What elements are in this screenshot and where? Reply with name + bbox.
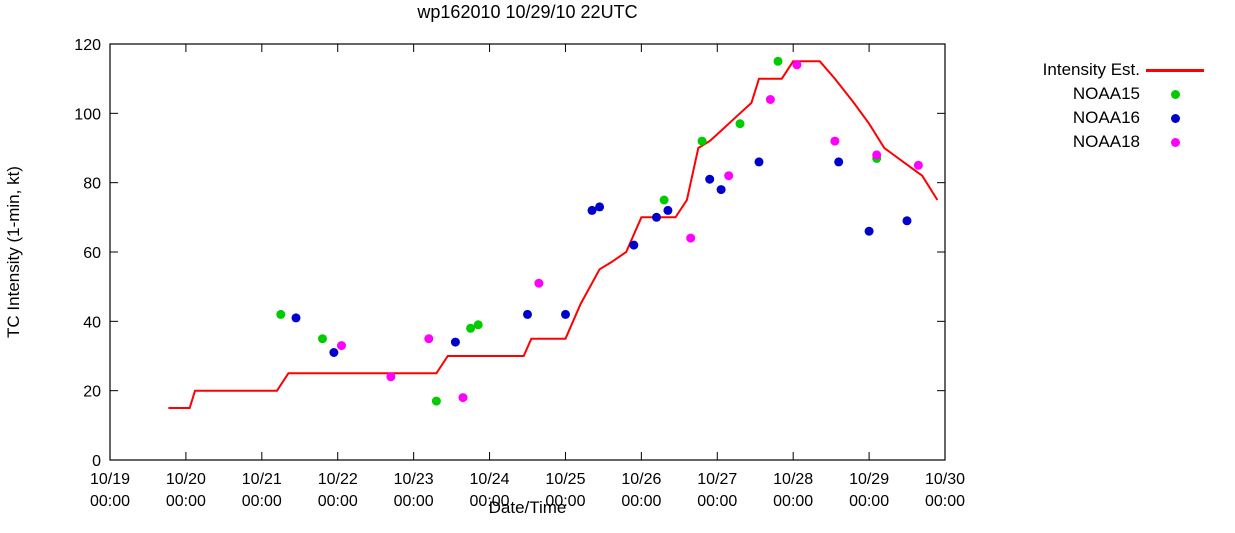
data-point-noaa16 — [705, 174, 715, 184]
legend-label: NOAA15 — [1072, 84, 1140, 103]
legend-entry-intensity-est: Intensity Est. — [985, 58, 1235, 82]
data-point-noaa15 — [659, 195, 669, 205]
legend-key-dot-sample — [1140, 82, 1210, 106]
data-point-noaa15 — [318, 334, 327, 344]
line-sample-icon — [1146, 68, 1204, 72]
x-tick-label-date: 10/24 — [470, 471, 510, 488]
data-point-noaa15 — [773, 56, 783, 66]
x-tick-label-time: 00:00 — [621, 493, 661, 510]
legend-label: NOAA16 — [1072, 108, 1140, 127]
data-point-noaa16 — [561, 309, 570, 319]
data-point-noaa16 — [450, 337, 460, 347]
y-tick-label: 20 — [83, 384, 101, 401]
x-tick-label-time: 00:00 — [849, 493, 889, 510]
data-point-noaa16 — [595, 202, 605, 212]
x-tick-label-date: 10/19 — [90, 471, 130, 488]
plot-frame — [109, 43, 946, 461]
dot-sample-icon — [1170, 89, 1180, 99]
series-line-intensity-est — [168, 60, 939, 409]
y-tick-label: 0 — [92, 453, 101, 470]
data-point-noaa15 — [697, 136, 707, 146]
data-point-noaa18 — [337, 341, 346, 351]
data-point-noaa16 — [523, 309, 532, 319]
y-tick-label: 40 — [83, 314, 101, 331]
x-tick-label-time: 00:00 — [697, 493, 737, 510]
data-point-noaa16 — [864, 226, 874, 236]
data-point-noaa16 — [652, 212, 661, 222]
data-point-noaa16 — [629, 240, 639, 250]
y-tick-label: 100 — [74, 106, 101, 123]
x-tick-label-date: 10/29 — [849, 471, 889, 488]
x-tick-label-time: 00:00 — [394, 493, 434, 510]
x-tick-label-date: 10/27 — [697, 471, 737, 488]
dot-sample-icon — [1170, 113, 1180, 123]
data-point-noaa18 — [386, 372, 396, 382]
x-tick-label-date: 10/28 — [773, 471, 813, 488]
data-point-noaa16 — [663, 205, 673, 215]
data-point-noaa16 — [329, 348, 339, 357]
data-point-noaa18 — [458, 393, 468, 403]
data-point-noaa16 — [587, 205, 597, 215]
data-point-noaa15 — [735, 119, 745, 129]
data-point-noaa18 — [872, 150, 882, 160]
data-point-noaa15 — [473, 320, 483, 330]
x-axis-label: Date/Time — [488, 498, 567, 517]
y-tick-label: 80 — [83, 176, 101, 193]
y-axis-label: TC Intensity (1-min, kt) — [4, 166, 23, 338]
x-tick-label-date: 10/21 — [242, 471, 282, 488]
dot-sample-icon — [1170, 137, 1180, 147]
data-point-noaa18 — [913, 160, 923, 170]
data-point-noaa18 — [830, 136, 840, 146]
legend: Intensity Est. NOAA15 NOAA16 NOAA18 — [985, 58, 1235, 154]
y-tick-label: 60 — [83, 245, 101, 262]
x-tick-label-time: 00:00 — [242, 493, 282, 510]
data-point-noaa16 — [291, 313, 301, 323]
x-tick-label-time: 00:00 — [90, 493, 130, 510]
x-tick-label-date: 10/22 — [318, 471, 358, 488]
data-point-noaa16 — [834, 157, 844, 167]
legend-key-dot-sample — [1140, 106, 1210, 130]
y-tick-label: 120 — [74, 37, 101, 54]
data-point-noaa15 — [276, 309, 286, 319]
legend-entry-noaa15: NOAA15 — [985, 82, 1235, 106]
x-tick-label-time: 00:00 — [470, 493, 510, 510]
x-tick-label-date: 10/20 — [166, 471, 206, 488]
x-tick-label-time: 00:00 — [545, 493, 585, 510]
x-tick-label-date: 10/25 — [545, 471, 585, 488]
x-tick-label-time: 00:00 — [773, 493, 813, 510]
x-tick-label-time: 00:00 — [318, 493, 358, 510]
data-point-noaa16 — [754, 157, 764, 167]
data-point-noaa18 — [424, 334, 434, 344]
chart-title: wp162010 10/29/10 22UTC — [417, 2, 638, 22]
data-point-noaa18 — [724, 171, 734, 181]
x-tick-label-time: 00:00 — [925, 493, 965, 510]
x-tick-label-time: 00:00 — [166, 493, 206, 510]
data-point-noaa16 — [716, 185, 726, 195]
legend-key-line-sample — [1140, 58, 1210, 82]
data-point-noaa18 — [534, 278, 544, 288]
legend-label: NOAA18 — [1072, 132, 1140, 151]
data-point-noaa15 — [466, 323, 476, 333]
data-point-noaa18 — [792, 60, 802, 70]
x-tick-label-date: 10/23 — [394, 471, 434, 488]
legend-entry-noaa18: NOAA18 — [985, 130, 1235, 154]
data-point-noaa18 — [765, 95, 775, 104]
x-tick-label-date: 10/30 — [925, 471, 965, 488]
data-point-noaa18 — [686, 233, 696, 243]
legend-label: Intensity Est. — [1042, 60, 1140, 79]
x-tick-label-date: 10/26 — [621, 471, 661, 488]
data-point-noaa16 — [902, 216, 912, 226]
data-point-noaa15 — [431, 396, 441, 406]
legend-entry-noaa16: NOAA16 — [985, 106, 1235, 130]
legend-key-dot-sample — [1140, 130, 1210, 154]
